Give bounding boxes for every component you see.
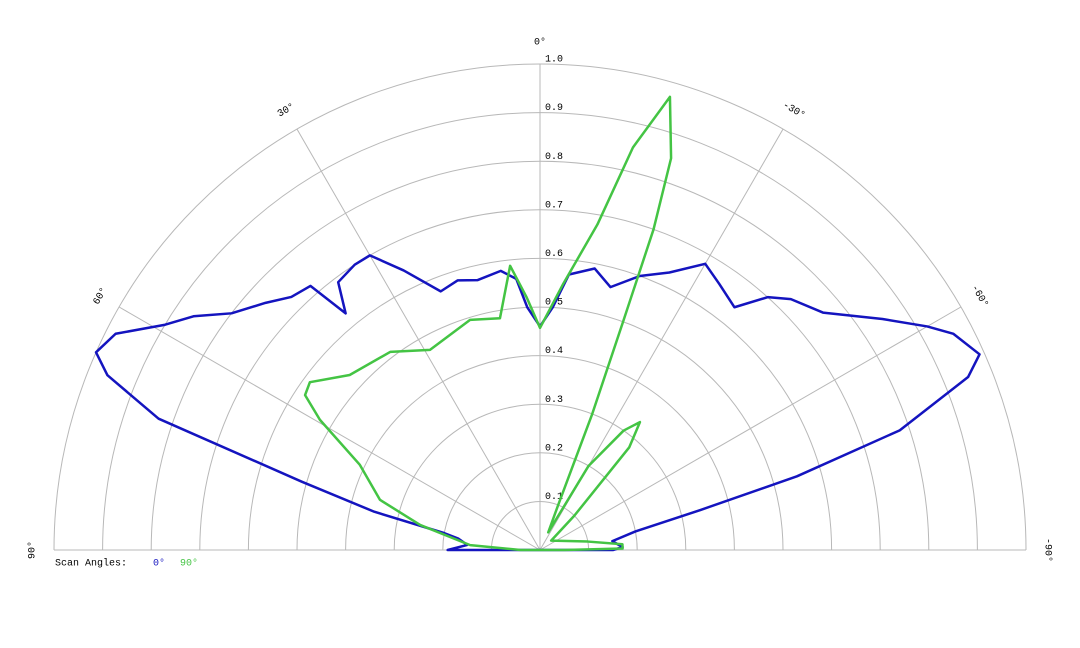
theta-tick-label: -90° [1041, 538, 1053, 562]
r-tick-label: 1.0 [545, 55, 563, 66]
r-tick-label: 0.8 [545, 152, 563, 163]
legend-title: Scan Angles: [55, 558, 127, 570]
theta-tick-label: 0° [534, 37, 546, 49]
theta-tick-label: -30° [780, 99, 807, 121]
r-tick-label: 0.1 [545, 492, 563, 503]
grid-spoke [539, 306, 962, 551]
r-tick-label: 0.7 [545, 200, 563, 211]
legend-entry: 0° [153, 558, 165, 570]
r-tick-label: 0.9 [545, 103, 563, 114]
theta-tick-label: 30° [276, 101, 298, 120]
theta-tick-label: 60° [91, 286, 110, 308]
theta-tick-label: -60° [968, 283, 990, 310]
r-tick-label: 0.3 [545, 395, 563, 406]
theta-tick-label: 90° [27, 541, 39, 559]
r-tick-label: 0.2 [545, 443, 563, 454]
r-tick-label: 0.6 [545, 249, 563, 260]
series-line [303, 95, 673, 552]
legend-entry: 90° [180, 558, 198, 570]
grid-spoke [118, 306, 541, 551]
r-tick-label: 0.4 [545, 346, 563, 357]
series-line [94, 254, 981, 552]
grid-spoke [296, 128, 541, 551]
